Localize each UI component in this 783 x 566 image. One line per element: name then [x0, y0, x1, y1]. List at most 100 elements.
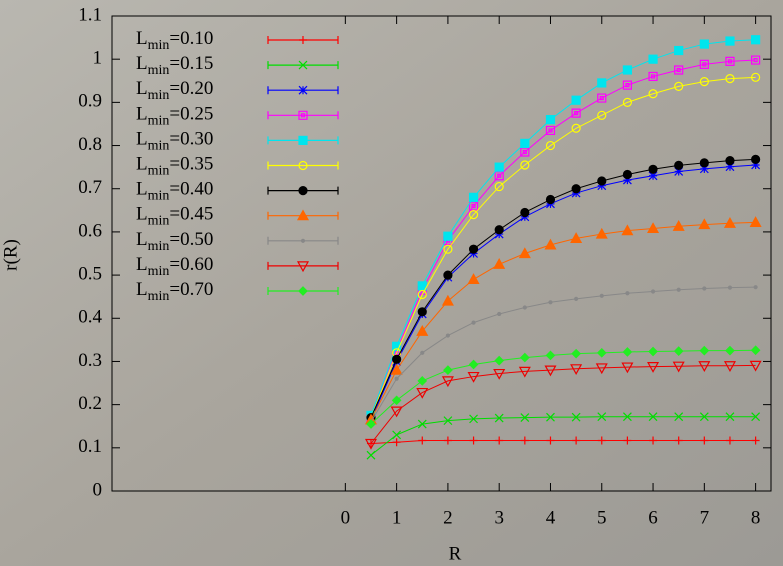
legend-text-part: =0.30 — [169, 129, 213, 150]
legend-text-part: L — [136, 204, 148, 225]
y-tick-label: 0.7 — [78, 177, 102, 198]
legend-text-part: L — [136, 179, 148, 200]
point — [598, 177, 606, 185]
y-tick-label: 0.2 — [78, 393, 102, 414]
point — [600, 294, 603, 297]
point — [623, 66, 631, 74]
legend-text-part: min — [148, 88, 170, 103]
y-tick-label: 1 — [93, 48, 103, 69]
y-tick-label: 1.1 — [78, 4, 102, 25]
point — [523, 306, 526, 309]
legend-text-part: min — [148, 214, 170, 229]
point — [395, 377, 398, 380]
point — [700, 40, 708, 48]
point — [700, 159, 708, 167]
point — [752, 36, 760, 44]
legend-text-part: min — [148, 189, 170, 204]
y-tick-label: 0.1 — [78, 436, 102, 457]
y-tick-label: 0.5 — [78, 263, 102, 284]
point — [726, 37, 734, 45]
legend-text-part: =0.35 — [169, 154, 213, 175]
legend-marker — [299, 136, 307, 144]
point — [677, 288, 680, 291]
x-tick-label: 1 — [392, 507, 402, 528]
y-axis-label: r(R) — [0, 239, 21, 271]
point — [572, 96, 580, 104]
legend-text-part: min — [148, 139, 170, 154]
legend-text-part: =0.25 — [169, 104, 213, 125]
legend-text-part: min — [148, 164, 170, 179]
point — [703, 287, 706, 290]
point — [598, 79, 606, 87]
legend-text-part: L — [136, 79, 148, 100]
legend-marker — [299, 187, 307, 195]
legend-text-part: L — [136, 129, 148, 150]
point — [393, 355, 401, 363]
legend-marker — [299, 136, 307, 144]
y-tick-label: 0.6 — [78, 220, 102, 241]
point — [521, 139, 529, 147]
legend-text-part: min — [148, 239, 170, 254]
point — [546, 116, 554, 124]
point — [495, 163, 503, 171]
legend-marker — [299, 86, 307, 94]
point — [626, 292, 629, 295]
legend-text-part: =0.10 — [169, 28, 213, 49]
point — [572, 185, 580, 193]
legend-text-part: =0.20 — [169, 79, 213, 100]
legend-text-part: L — [136, 53, 148, 74]
legend-text-part: =0.40 — [169, 179, 213, 200]
point — [728, 286, 731, 289]
legend-marker — [302, 239, 305, 242]
point — [495, 226, 503, 234]
legend-marker — [299, 86, 307, 94]
point — [649, 165, 657, 173]
x-tick-label: 7 — [700, 507, 710, 528]
legend-text-part: L — [136, 279, 148, 300]
point — [521, 208, 529, 216]
legend-text-part: =0.70 — [169, 279, 213, 300]
x-axis-label: R — [449, 543, 462, 564]
point — [446, 334, 449, 337]
point — [470, 245, 478, 253]
x-tick-label: 3 — [494, 507, 504, 528]
point — [754, 286, 757, 289]
legend-text-part: =0.45 — [169, 204, 213, 225]
x-tick-label: 0 — [341, 507, 351, 528]
point — [472, 321, 475, 324]
point — [652, 290, 655, 293]
point — [546, 196, 554, 204]
y-tick-label: 0.3 — [78, 350, 102, 371]
point — [649, 55, 657, 63]
point — [623, 170, 631, 178]
point — [549, 301, 552, 304]
legend-text-part: min — [148, 114, 170, 129]
legend-text-part: =0.15 — [169, 53, 213, 74]
point — [421, 351, 424, 354]
legend-text-part: =0.60 — [169, 254, 213, 275]
y-tick-label: 0.9 — [78, 91, 102, 112]
x-tick-label: 4 — [546, 507, 556, 528]
legend-text-part: L — [136, 104, 148, 125]
y-tick-label: 0.8 — [78, 134, 102, 155]
x-tick-label: 5 — [597, 507, 607, 528]
legend-marker — [299, 187, 307, 195]
legend-text-part: L — [136, 154, 148, 175]
legend-text-part: min — [148, 289, 170, 304]
legend-text-part: min — [148, 38, 170, 53]
chart: R r(R) 00.10.20.30.40.50.60.70.80.911.10… — [0, 0, 783, 566]
legend-text-part: L — [136, 229, 148, 250]
point — [498, 312, 501, 315]
point — [444, 232, 452, 240]
x-tick-label: 8 — [751, 507, 761, 528]
y-tick-label: 0 — [93, 479, 103, 500]
x-tick-label: 6 — [648, 507, 658, 528]
legend-text-part: L — [136, 254, 148, 275]
point — [675, 161, 683, 169]
point — [726, 157, 734, 165]
background — [0, 0, 783, 566]
legend-text-part: min — [148, 264, 170, 279]
point — [444, 271, 452, 279]
point — [575, 297, 578, 300]
legend-text-part: L — [136, 28, 148, 49]
